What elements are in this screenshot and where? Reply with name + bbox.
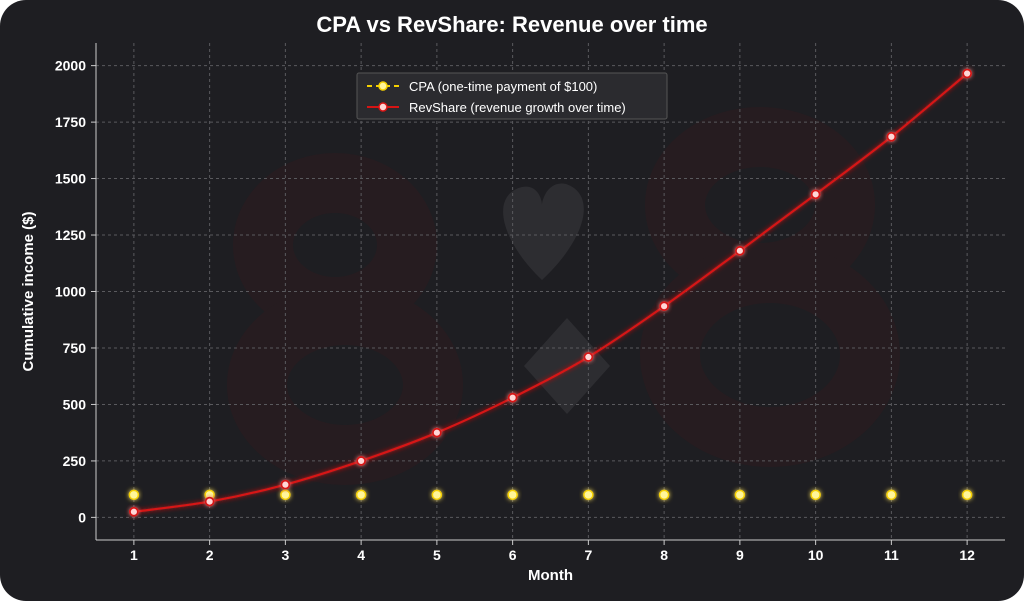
series-group (128, 68, 973, 517)
legend-label: CPA (one-time payment of $100) (409, 79, 597, 94)
data-point (961, 489, 973, 501)
y-tick-label: 1000 (55, 284, 86, 300)
y-tick-label: 500 (63, 396, 87, 412)
data-point (583, 352, 594, 362)
x-tick-label: 8 (660, 547, 668, 563)
data-point (507, 392, 518, 403)
x-tick-label: 9 (736, 547, 744, 563)
data-point (886, 131, 897, 142)
data-point (280, 489, 291, 501)
data-point (734, 245, 745, 256)
x-tick-label: 3 (281, 547, 289, 563)
legend-box (356, 72, 668, 120)
axes (91, 43, 1005, 545)
data-point (128, 489, 140, 501)
data-point (280, 479, 291, 490)
x-tick-label: 5 (433, 547, 441, 563)
y-tick-label: 1500 (55, 171, 86, 187)
x-tick-label: 7 (584, 547, 592, 563)
data-point (583, 489, 594, 501)
x-tick-labels: 1 2 3 4 5 6 7 8 9 10 11 12 (130, 547, 975, 563)
legend-marker (378, 102, 388, 112)
data-point (355, 489, 367, 501)
x-tick-label: 2 (206, 547, 214, 563)
data-point (204, 496, 215, 507)
grid (96, 43, 1005, 540)
data-point (810, 489, 821, 501)
data-point (128, 506, 139, 517)
y-tick-label: 1250 (55, 227, 86, 243)
x-tick-label: 1 (130, 547, 138, 563)
data-point (658, 489, 670, 501)
y-tick-label: 0 (78, 509, 86, 525)
heart-icon (503, 183, 584, 280)
series-0 (128, 489, 973, 501)
legend: CPA (one-time payment of $100) RevShare (… (356, 72, 668, 120)
y-tick-labels: 0 250 500 750 1000 1250 1500 1750 2000 (55, 58, 86, 526)
y-tick-label: 1750 (55, 114, 86, 130)
x-tick-label: 4 (357, 547, 365, 563)
data-point (507, 489, 518, 501)
series-1 (128, 68, 973, 517)
data-point (810, 189, 821, 200)
legend-marker (378, 81, 388, 91)
data-point (659, 301, 670, 312)
watermark-logo (227, 107, 900, 485)
data-point (431, 489, 443, 501)
x-tick-label: 6 (509, 547, 517, 563)
x-axis-label: Month (528, 567, 573, 584)
chart-title: CPA vs RevShare: Revenue over time (316, 12, 708, 37)
diamond-icon (524, 318, 610, 414)
y-tick-label: 750 (63, 340, 87, 356)
legend-label: RevShare (revenue growth over time) (409, 100, 626, 115)
y-axis-label: Cumulative income ($) (20, 211, 37, 371)
y-tick-label: 2000 (55, 58, 86, 74)
data-point (886, 489, 897, 501)
data-point (734, 489, 746, 501)
y-tick-label: 250 (63, 453, 87, 469)
x-tick-label: 11 (884, 547, 899, 563)
data-point (356, 456, 367, 466)
data-point (962, 68, 973, 79)
data-point (431, 427, 442, 438)
x-tick-label: 12 (959, 547, 975, 563)
x-tick-label: 10 (808, 547, 824, 563)
